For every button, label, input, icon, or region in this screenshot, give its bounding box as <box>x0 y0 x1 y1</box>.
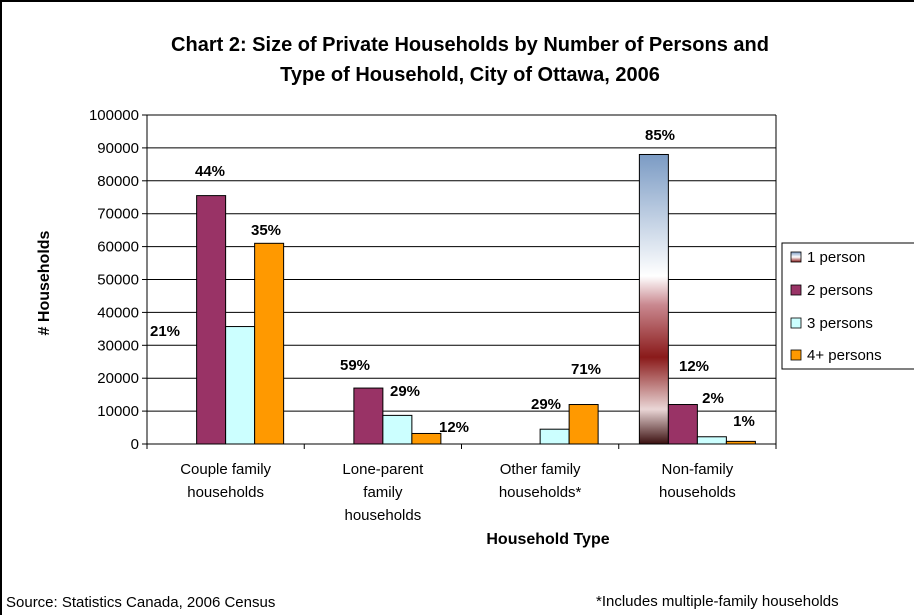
legend-swatch-3-persons <box>790 317 802 329</box>
data-label: 12% <box>679 358 709 375</box>
bar-3-persons <box>382 414 413 445</box>
source-note: Source: Statistics Canada, 2006 Census <box>6 594 275 611</box>
y-tick-label: 60000 <box>97 239 139 256</box>
x-tick-label: households <box>659 484 736 501</box>
bar-2-persons <box>196 195 227 445</box>
bar-4-persons <box>568 404 599 445</box>
data-label: 2% <box>702 390 724 407</box>
legend-swatch-1-person <box>790 251 802 263</box>
y-tick-labels: 0 10000 20000 30000 40000 50000 60000 70000 8000… <box>89 107 139 453</box>
x-tick-label: households <box>187 484 264 501</box>
y-tick-label: 50000 <box>97 272 139 289</box>
bar-2-persons <box>667 404 698 445</box>
data-label: 21% <box>150 323 180 340</box>
legend-swatch-4-plus-persons <box>790 349 802 361</box>
data-label: 71% <box>571 361 601 378</box>
x-tick-label: Couple family <box>180 461 271 478</box>
x-tick-label: households <box>345 507 422 524</box>
x-axis-title: Household Type <box>486 531 609 548</box>
legend-label-2-persons: 2 persons <box>807 282 873 299</box>
data-labels: 85% 44% 59% 12% 21% 29% 29% 2% 35% 12% 71% 1% <box>150 127 755 436</box>
data-label: 29% <box>531 396 561 413</box>
x-tick-label: Other family <box>500 461 581 478</box>
y-tick-label: 70000 <box>97 206 139 223</box>
data-label: 44% <box>195 163 225 180</box>
y-axis-title: # Households <box>36 230 53 335</box>
data-label: 29% <box>390 383 420 400</box>
legend-label-3-persons: 3 persons <box>807 315 873 332</box>
data-label: 35% <box>251 222 281 239</box>
data-label: 1% <box>733 413 755 430</box>
x-tick-label: households* <box>499 484 582 501</box>
legend-label-1-person: 1 person <box>807 249 865 266</box>
bar-3-persons <box>539 428 570 445</box>
y-tick-label: 100000 <box>89 107 139 124</box>
bar-3-persons <box>696 436 727 445</box>
bar-1-person <box>638 153 669 445</box>
y-tick-label: 20000 <box>97 370 139 387</box>
y-tick-label: 90000 <box>97 140 139 157</box>
y-tick-label: 30000 <box>97 337 139 354</box>
chart-title-line-1: Chart 2: Size of Private Households by N… <box>171 34 769 56</box>
y-tick-label: 10000 <box>97 403 139 420</box>
x-tick-labels: Couple family households Lone-parent family… <box>180 461 736 524</box>
data-label: 59% <box>340 357 370 374</box>
bar-2-persons <box>353 387 384 445</box>
data-label: 85% <box>645 127 675 144</box>
footnote: *Includes multiple-family households <box>596 593 839 610</box>
legend-swatch-2-persons <box>790 284 802 296</box>
x-tick-label: Lone-parent <box>342 461 424 478</box>
y-tick-label: 80000 <box>97 173 139 190</box>
chart-title-line-2: Type of Household, City of Ottawa, 2006 <box>280 64 660 86</box>
legend-label-4-plus-persons: 4+ persons <box>807 347 882 364</box>
x-tick-label: Non-family <box>662 461 734 478</box>
bar-4-persons <box>725 440 756 445</box>
bar-3-persons <box>225 326 256 445</box>
bar-4-persons <box>254 242 285 445</box>
bar-4-persons <box>411 432 442 445</box>
y-tick-label: 0 <box>131 436 139 453</box>
y-tick-label: 40000 <box>97 304 139 321</box>
legend: 1 person 2 persons 3 persons 4+ persons <box>781 242 914 370</box>
x-tick-label: family <box>363 484 403 501</box>
bars <box>196 153 756 445</box>
data-label: 12% <box>439 419 469 436</box>
legend-border <box>781 242 914 370</box>
